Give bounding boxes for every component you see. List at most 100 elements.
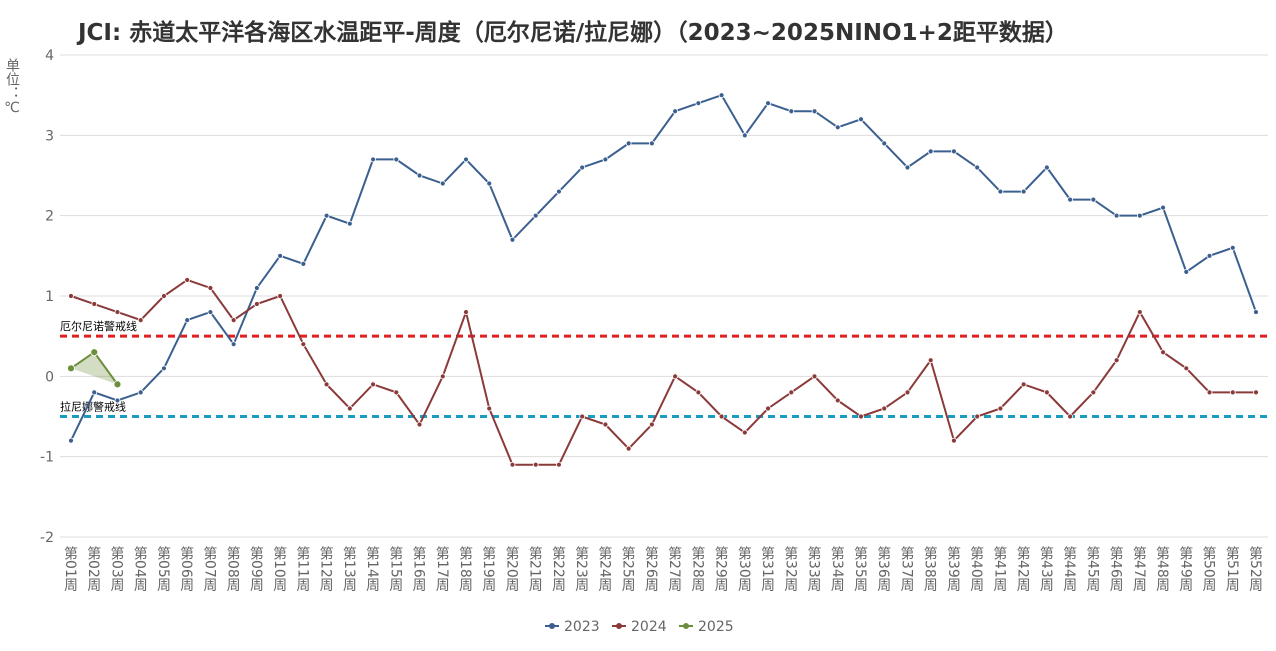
x-tick-label: 第37周 <box>898 545 914 593</box>
x-tick-label: 第19周 <box>480 545 496 593</box>
point <box>1136 212 1143 219</box>
point <box>393 156 400 163</box>
point <box>811 373 818 380</box>
x-tick-label: 第33周 <box>806 545 822 593</box>
point <box>1136 309 1143 315</box>
point <box>463 309 469 315</box>
point <box>1113 212 1120 219</box>
x-tick-label: 第28周 <box>689 545 705 593</box>
point <box>648 140 655 147</box>
x-tick-label: 第42周 <box>1015 545 1031 593</box>
legend-label: 2025 <box>698 619 734 635</box>
x-tick-label: 第38周 <box>922 545 938 593</box>
chart-title: JCI: 赤道太平洋各海区水温距平-周度（厄尔尼诺/拉尼娜）（2023~2025… <box>76 19 1068 46</box>
point <box>1206 389 1213 396</box>
point <box>811 108 818 115</box>
legend-label: 2024 <box>631 619 667 635</box>
point <box>579 413 586 420</box>
legend-marker <box>616 623 622 629</box>
point <box>416 421 423 428</box>
point <box>881 405 888 412</box>
legend-label: 2023 <box>564 619 600 635</box>
x-tick-label: 第04周 <box>132 545 148 593</box>
point <box>91 301 98 307</box>
point <box>765 405 771 412</box>
x-tick-label: 第32周 <box>782 545 798 593</box>
point <box>416 172 423 179</box>
series-line <box>70 278 1256 466</box>
point <box>323 381 330 388</box>
x-tick-label: 第45周 <box>1084 545 1100 593</box>
point <box>439 373 446 380</box>
point <box>1206 252 1213 259</box>
point <box>1020 188 1027 195</box>
x-tick-label: 第41周 <box>991 545 1007 593</box>
x-tick-label: 第46周 <box>1108 545 1124 593</box>
x-tick-label: 第17周 <box>434 545 450 593</box>
area <box>71 352 118 385</box>
x-tick-label: 第22周 <box>550 545 566 593</box>
point <box>951 437 957 444</box>
x-tick-label: 第50周 <box>1201 545 1217 593</box>
x-tick-label: 第49周 <box>1177 545 1193 593</box>
point <box>370 156 376 163</box>
point <box>834 397 841 404</box>
point <box>113 380 122 389</box>
point <box>602 156 609 163</box>
point <box>1043 389 1050 396</box>
point <box>486 180 493 187</box>
point <box>974 413 981 420</box>
point <box>1229 389 1236 396</box>
x-tick-label: 第43周 <box>1038 545 1054 593</box>
point <box>997 188 1004 195</box>
point <box>556 461 562 468</box>
point <box>184 277 191 283</box>
x-tick-label: 第47周 <box>1131 545 1147 593</box>
point <box>695 389 702 396</box>
x-tick-label: 第15周 <box>387 545 403 593</box>
point <box>346 405 353 412</box>
point <box>68 437 74 444</box>
point <box>904 389 911 396</box>
x-tick-label: 第11周 <box>294 545 310 593</box>
point <box>718 92 725 99</box>
point <box>207 285 214 291</box>
x-tick-label: 第52周 <box>1247 545 1263 593</box>
point <box>974 164 981 171</box>
x-tick-label: 第34周 <box>829 545 845 593</box>
point <box>161 293 167 299</box>
point <box>277 293 284 299</box>
point <box>1067 196 1074 203</box>
x-tick-label: 第14周 <box>364 545 380 593</box>
point <box>927 148 934 155</box>
point <box>1067 413 1074 420</box>
point <box>300 341 307 348</box>
point <box>741 429 748 436</box>
x-tick-label: 第23周 <box>573 545 589 593</box>
point <box>532 212 539 219</box>
point <box>300 260 307 267</box>
y-tick-label: 2 <box>45 209 54 225</box>
x-tick-label: 第12周 <box>318 545 334 593</box>
point <box>858 116 864 123</box>
point <box>137 317 144 324</box>
x-tick-label: 第20周 <box>503 545 519 593</box>
point <box>68 293 74 299</box>
x-tick-label: 第51周 <box>1224 545 1240 593</box>
x-tick-label: 第24周 <box>596 545 612 593</box>
point <box>556 188 562 195</box>
point <box>253 301 260 307</box>
point <box>439 180 446 187</box>
point <box>207 309 214 315</box>
x-tick-label: 第39周 <box>945 545 961 593</box>
x-tick-label: 第05周 <box>155 545 171 593</box>
point <box>114 397 121 404</box>
x-tick-label: 第09周 <box>248 545 264 593</box>
x-tick-label: 第08周 <box>225 545 241 593</box>
point <box>509 236 516 243</box>
x-tick-label: 第07周 <box>201 545 217 593</box>
x-tick-label: 第06周 <box>178 545 194 593</box>
point <box>997 405 1004 412</box>
y-tick-label: 0 <box>45 369 54 385</box>
point <box>881 140 888 147</box>
